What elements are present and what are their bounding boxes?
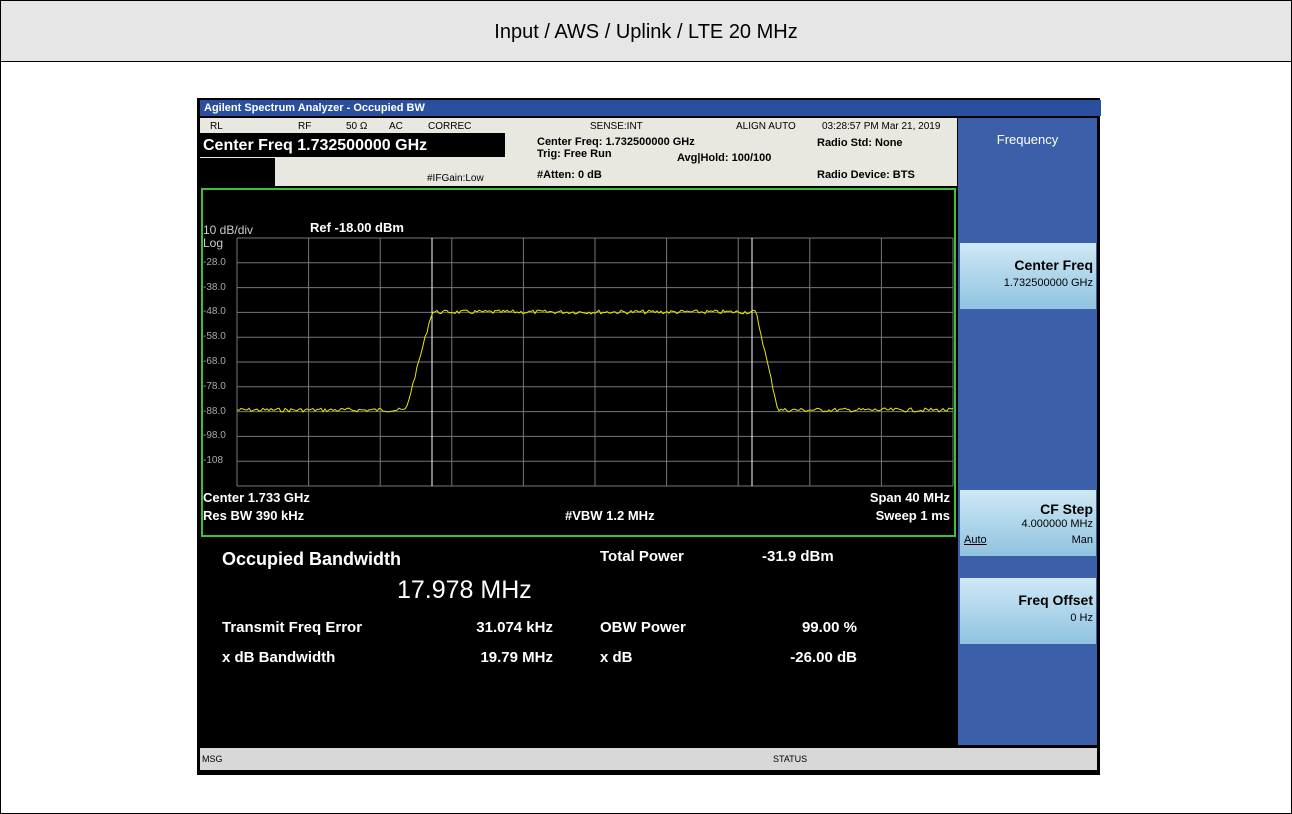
- softkey-label: CF Step: [1040, 501, 1093, 517]
- ref-level: Ref -18.00 dBm: [310, 220, 404, 235]
- obw-value: 17.978 MHz: [397, 576, 532, 604]
- softkey-value: 4.000000 MHz: [1021, 518, 1093, 530]
- black-box: [200, 158, 275, 186]
- vbw: #VBW 1.2 MHz: [565, 508, 655, 523]
- trig: Trig: Free Run: [537, 148, 612, 160]
- total-power-value: -31.9 dBm: [762, 548, 834, 565]
- status-item: AC: [389, 121, 403, 132]
- msg: MSG: [202, 754, 223, 764]
- xdb-bw-value: 19.79 MHz: [480, 649, 553, 666]
- softkey[interactable]: Center Freq 1.732500000 GHz: [960, 243, 1096, 309]
- status-item: CORREC: [428, 121, 472, 132]
- softkey-value: 1.732500000 GHz: [1003, 277, 1093, 289]
- status-bar: [200, 748, 1097, 770]
- obw-power-value: 99.00 %: [801, 619, 857, 636]
- atten: #Atten: 0 dB: [537, 169, 602, 181]
- log: Log: [203, 236, 224, 250]
- menu-title: Frequency: [996, 132, 1059, 147]
- xdb-bw-label: x dB Bandwidth: [222, 649, 336, 666]
- y-label: -98.0: [203, 430, 226, 442]
- y-label: -58.0: [203, 331, 226, 343]
- sweep: Sweep 1 ms: [875, 508, 950, 523]
- y-label: -108: [203, 455, 224, 467]
- softkey-option: Auto: [964, 534, 987, 546]
- y-label: -88.0: [203, 405, 226, 417]
- softkey-label: Freq Offset: [1018, 592, 1093, 608]
- header-title: Input / AWS / Uplink / LTE 20 MHz: [494, 21, 798, 43]
- tfe-label: Transmit Freq Error: [222, 619, 363, 636]
- tfe-value: 31.074 kHz: [476, 619, 553, 636]
- status-item: SENSE:INT: [590, 121, 643, 132]
- softkey-option: Man: [1071, 534, 1093, 546]
- right-panel: [958, 118, 1097, 745]
- softkey[interactable]: CF Step 4.000000 MHz Auto Man: [960, 490, 1096, 556]
- status-item: 50 Ω: [346, 121, 368, 132]
- softkey-value: 0 Hz: [1070, 612, 1093, 624]
- softkey[interactable]: Freq Offset 0 Hz: [960, 578, 1096, 644]
- center: Center 1.733 GHz: [203, 490, 310, 505]
- y-label: -38.0: [203, 281, 226, 293]
- if-gain: #IFGain:Low: [427, 173, 484, 184]
- status-item: ALIGN AUTO: [736, 121, 796, 132]
- trace: [236, 309, 954, 413]
- center-freq-box: [200, 133, 505, 157]
- y-label: -28.0: [203, 256, 226, 268]
- avg-hold: Avg|Hold: 100/100: [677, 152, 772, 164]
- center-freq-info: Center Freq: 1.732500000 GHz: [537, 136, 695, 148]
- obw-label: Occupied Bandwidth: [222, 549, 402, 569]
- window-title: Agilent Spectrum Analyzer - Occupied BW: [200, 100, 1101, 116]
- y-label: -78.0: [203, 380, 226, 392]
- y-label: -68.0: [203, 356, 226, 367]
- y-label: -48.0: [203, 306, 226, 318]
- span: Span 40 MHz: [869, 490, 950, 505]
- radio-std: Radio Std: None: [817, 137, 903, 149]
- status-item: 03:28:57 PM Mar 21, 2019: [822, 121, 941, 132]
- grid: [236, 237, 954, 487]
- spectrum-graph: [236, 237, 954, 487]
- res-bw: Res BW 390 kHz: [203, 508, 305, 523]
- xdb-label: x dB: [600, 649, 633, 666]
- radio-device: Radio Device: BTS: [817, 169, 915, 181]
- graph-frame: [201, 188, 956, 537]
- softkey-label: Center Freq: [1014, 257, 1093, 273]
- total-power-label: Total Power: [600, 548, 684, 565]
- header: Input / AWS / Uplink / LTE 20 MHz: [1, 1, 1291, 62]
- status-item: RF: [298, 121, 312, 132]
- status-item: RL: [210, 121, 223, 132]
- center-freq: Center Freq 1.732500000 GHz: [203, 137, 428, 154]
- scale: 10 dB/div: [203, 223, 254, 237]
- xdb-value: -26.00 dB: [790, 649, 857, 666]
- obw-power-label: OBW Power: [600, 619, 686, 636]
- status: STATUS: [773, 754, 808, 764]
